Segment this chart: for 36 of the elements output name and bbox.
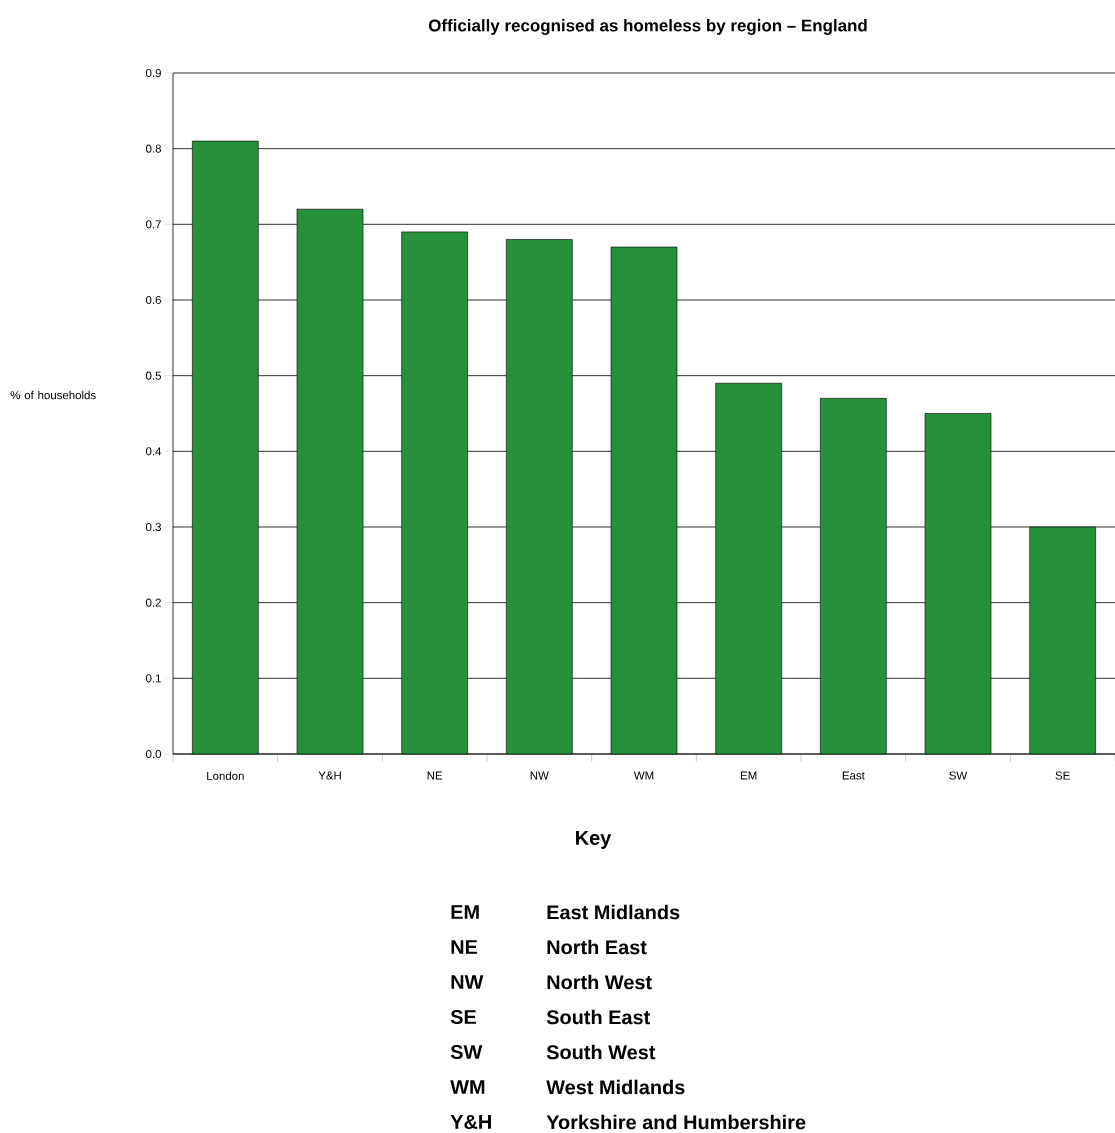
text: East Midlands bbox=[547, 904, 680, 920]
text: SW bbox=[450, 1044, 483, 1060]
text: North West bbox=[547, 974, 652, 990]
x-tick-label: WM bbox=[633, 771, 654, 780]
text: SE bbox=[450, 1009, 476, 1025]
y-tick-label: 0.2 bbox=[146, 598, 161, 607]
y-tick-label: 0.4 bbox=[146, 447, 162, 456]
text: North East bbox=[547, 939, 647, 955]
text: WM bbox=[450, 1080, 485, 1094]
x-tick-label: Y&H bbox=[318, 771, 341, 780]
x-tick-label: EM bbox=[741, 771, 757, 780]
y-tick-label: 0.5 bbox=[146, 371, 161, 380]
y-tick-label: 0.7 bbox=[146, 220, 161, 229]
y-tick-label: 0.1 bbox=[146, 674, 161, 683]
text: Yorkshire and Humbershire bbox=[546, 1114, 806, 1130]
x-tick-label: London bbox=[207, 771, 244, 780]
x-tick-label: SE bbox=[1055, 771, 1070, 780]
text: Key bbox=[576, 831, 612, 849]
text: NE bbox=[451, 940, 478, 954]
text: NW bbox=[451, 975, 484, 989]
y-tick-label: 0.6 bbox=[146, 295, 161, 305]
x-tick-label: SW bbox=[949, 771, 968, 780]
x-tick-label: NE bbox=[427, 771, 443, 780]
chart-title: Officially recognised as homeless by region – England bbox=[428, 19, 867, 35]
x-tick-label: NW bbox=[530, 771, 549, 780]
text: Y&H bbox=[450, 1115, 491, 1129]
y-tick-label: 0.0 bbox=[146, 749, 162, 759]
y-tick-label: 0.8 bbox=[146, 144, 161, 153]
y-tick-label: 0.9 bbox=[146, 68, 161, 78]
y-tick-label: 0.3 bbox=[146, 522, 161, 532]
text: South West bbox=[546, 1044, 656, 1060]
text: South East bbox=[546, 1009, 650, 1025]
text: West Midlands bbox=[546, 1079, 685, 1095]
y-axis-title: % of households bbox=[10, 390, 96, 400]
x-tick-label: East bbox=[842, 771, 865, 780]
text: EM bbox=[451, 905, 479, 919]
